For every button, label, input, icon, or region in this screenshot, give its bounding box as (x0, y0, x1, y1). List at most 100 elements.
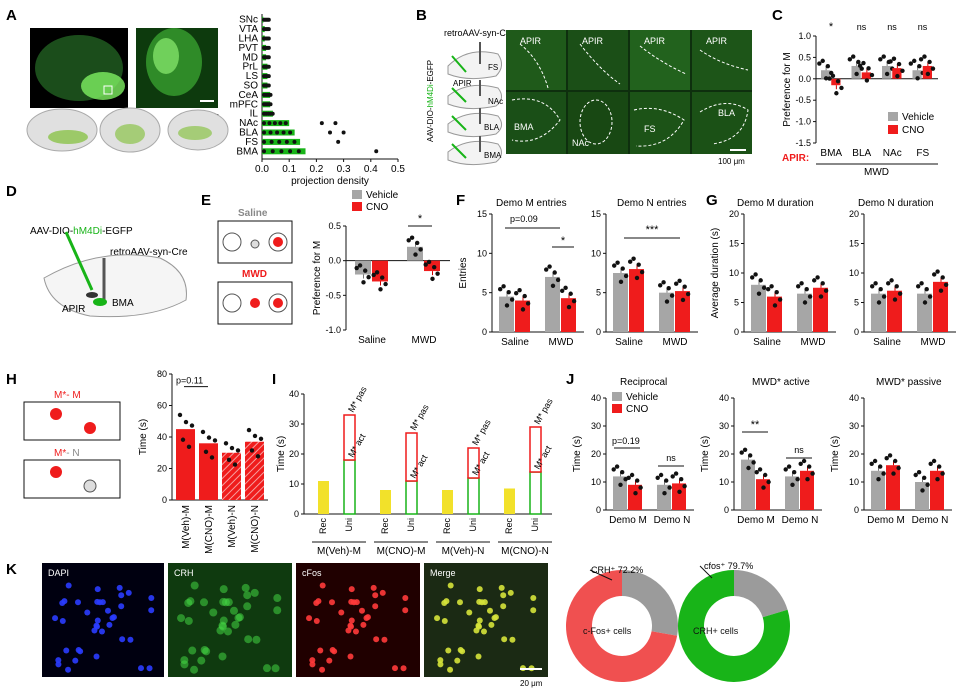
k-nucleus (381, 636, 388, 643)
k-donut1-slice (566, 570, 678, 682)
j2-point (807, 464, 812, 469)
f1-sig-label: * (561, 235, 566, 247)
k-nucleus (348, 586, 355, 593)
g2-point (924, 287, 929, 292)
a-category-label: SNc (239, 15, 258, 26)
g1-xtick-label: Saline (753, 337, 781, 348)
h-point (223, 441, 229, 446)
j2-point (805, 477, 810, 482)
e-point (363, 268, 368, 273)
g1-point (820, 281, 825, 286)
h-ytick-label: 20 (157, 464, 167, 474)
k-nucleus (118, 592, 125, 599)
e-point (366, 274, 371, 280)
a-point (262, 139, 266, 144)
c-preference-chart: 1.0 0.5 0.0 -0.5 -1.0 -1.5 Preference for M BMA… (782, 21, 938, 159)
k-nucleus (223, 627, 232, 636)
g-title-1: Demo M duration (737, 198, 814, 209)
j2-ytick-label: 30 (719, 421, 729, 431)
k-nucleus (52, 615, 59, 622)
k-nucleus (364, 614, 371, 621)
h-point (229, 445, 235, 451)
j1-point (664, 478, 669, 483)
j1-point (626, 475, 631, 480)
j1-point (611, 467, 616, 472)
k-nucleus (437, 661, 444, 668)
g2-bar (933, 281, 948, 332)
c-point (925, 71, 931, 77)
j2-xtick-label: Demo N (782, 515, 819, 526)
h-point (209, 455, 215, 460)
j2-bar (785, 476, 799, 510)
j-title-3: MWD* passive (876, 377, 942, 388)
j3-point (931, 458, 937, 464)
f1-point (522, 293, 527, 299)
k-donut1-inner: c-Fos+ cells (583, 626, 632, 636)
f1-point (520, 307, 526, 312)
b-top-label-1: APIR (520, 36, 542, 46)
svg-text:FS: FS (488, 63, 498, 72)
k-nucleus (229, 606, 238, 615)
j3-point (913, 472, 918, 478)
e-arena-saline-mouse-test (250, 239, 260, 249)
f1-point (568, 291, 573, 296)
svg-text:BMA: BMA (484, 151, 502, 160)
j3-xtick-label: Demo M (867, 515, 905, 526)
g1-point (761, 285, 767, 290)
c-ytick-label: -0.5 (795, 95, 811, 105)
i-pas-bar (529, 426, 542, 473)
h-ytick-label: 0 (162, 495, 167, 505)
e-arena-mwd-label: MWD (242, 269, 267, 280)
k-nucleus (473, 627, 480, 634)
f-title-1: Demo M entries (496, 198, 567, 209)
h-point (226, 457, 232, 463)
a-point (288, 130, 293, 135)
j-title-2: MWD* active (752, 377, 810, 388)
k-nucleus (75, 646, 82, 653)
panel-letter-j: J (566, 371, 574, 388)
h-point (177, 412, 183, 418)
a-category-label: PVT (239, 43, 258, 54)
d-apir-site (86, 292, 98, 298)
d-bma-site (93, 298, 107, 306)
a-point (283, 121, 288, 126)
f2-point (631, 256, 636, 261)
k-nucleus (372, 603, 379, 610)
j1-point (677, 489, 682, 494)
j3-ytick-label: 30 (849, 421, 859, 431)
g2-point (943, 282, 949, 287)
g1-point (769, 284, 774, 289)
j2-point (786, 464, 792, 469)
i-rec-bar (442, 490, 453, 514)
k-nucleus (209, 608, 218, 617)
e-sig-label: * (418, 213, 423, 225)
a-point (281, 130, 286, 135)
h-arena1 (23, 401, 121, 441)
j1-ylabel: Time (s) (572, 436, 583, 472)
g1-point (774, 289, 779, 295)
k-nucleus (200, 645, 209, 654)
k-nucleus (65, 666, 72, 673)
k-nucleus (262, 664, 271, 673)
d-syringe-1 (64, 231, 94, 291)
k-donut1-leader (589, 569, 613, 581)
j3-point (925, 482, 930, 487)
g1-point (823, 288, 829, 293)
j1-point (633, 491, 638, 496)
c-sig-label: * (829, 21, 834, 33)
c-bar (831, 78, 841, 86)
e-point (432, 264, 437, 270)
a-category-label: mPFC (230, 99, 258, 110)
i-pas-label: M* pas (470, 417, 493, 447)
k-label-dapi: DAPI (48, 568, 69, 578)
j2-point (798, 461, 803, 466)
f-demo-n-chart: 15 10 5 0 Saline MWD *** (591, 209, 698, 348)
k-nucleus (271, 664, 280, 673)
j1-ytick-label: 0 (596, 505, 601, 515)
h-point (232, 462, 238, 467)
panel-d: AAV-DIO-hM4Di-EGFP retroAAV-syn-Cre APIR… (30, 226, 188, 318)
k-nucleus (329, 646, 336, 653)
g-demo-m-chart: 20 15 10 5 0 Average duration (s) Saline MWD (710, 209, 836, 348)
k-nucleus (476, 586, 483, 593)
k-nucleus (106, 621, 113, 628)
